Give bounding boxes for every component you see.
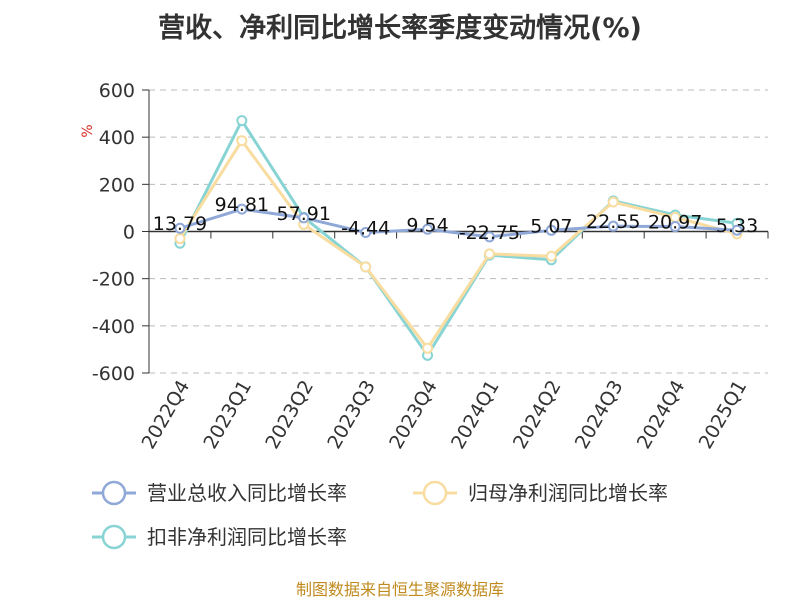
- legend-label: 归母净利润同比增长率: [468, 481, 668, 505]
- legend-marker: [101, 480, 127, 506]
- data-label: 9.54: [406, 214, 448, 236]
- data-point: [669, 221, 681, 233]
- x-tick-label: 2023Q3: [323, 377, 380, 453]
- data-point: [545, 250, 557, 262]
- data-point: [174, 233, 186, 245]
- series-line: [178, 119, 738, 357]
- y-tick-label: -400: [92, 316, 135, 338]
- legend-label: 营业总收入同比增长率: [147, 481, 347, 505]
- data-label: -4.44: [341, 218, 390, 240]
- y-tick-label: -200: [92, 269, 135, 291]
- y-tick-label: 200: [99, 174, 135, 196]
- data-point: [236, 115, 248, 127]
- x-tick-label: 2024Q1: [447, 377, 504, 453]
- y-unit-label: %: [80, 124, 96, 137]
- y-tick-label: 0: [123, 222, 135, 244]
- x-tick-label: 2024Q2: [509, 377, 566, 453]
- data-label: 22.55: [586, 211, 640, 233]
- data-point: [360, 227, 372, 239]
- data-point: [422, 223, 434, 235]
- legend-marker: [422, 480, 448, 506]
- data-point: [483, 248, 495, 260]
- series-line: [179, 207, 738, 239]
- chart-title: 营收、净利同比增长率季度变动情况(%): [158, 13, 642, 44]
- data-point: [607, 220, 619, 232]
- data-point: [422, 342, 434, 354]
- data-label: 13.79: [153, 213, 207, 235]
- x-tick-label: 2024Q4: [633, 377, 690, 453]
- y-tick-label: 400: [99, 127, 135, 149]
- data-label: -22.75: [459, 222, 520, 244]
- x-tick-label: 2024Q3: [571, 377, 628, 453]
- y-tick-label: -600: [92, 363, 135, 385]
- y-tick-label: 600: [99, 80, 135, 102]
- x-tick-label: 2022Q4: [138, 377, 195, 453]
- data-point: [298, 212, 310, 224]
- data-point: [545, 224, 557, 236]
- data-point: [360, 261, 372, 273]
- x-tick-label: 2023Q4: [385, 377, 442, 453]
- data-label: 5.33: [716, 215, 758, 237]
- series-line: [178, 139, 738, 350]
- data-label: 5.07: [530, 215, 572, 237]
- legend-label: 扣非净利润同比增长率: [147, 525, 347, 549]
- data-label: 57.91: [277, 203, 331, 225]
- data-label: 94.81: [215, 194, 269, 216]
- data-point: [607, 196, 619, 208]
- x-tick-label: 2023Q2: [261, 377, 318, 453]
- data-point: [236, 203, 248, 215]
- data-point: [174, 222, 186, 234]
- source-footer: 制图数据来自恒生聚源数据库: [295, 580, 504, 599]
- x-tick-label: 2023Q1: [199, 377, 256, 453]
- data-point: [483, 231, 495, 243]
- data-point: [731, 224, 743, 236]
- legend-marker: [101, 524, 127, 550]
- data-label: 20.97: [648, 212, 702, 234]
- x-tick-label: 2025Q1: [695, 377, 752, 453]
- data-point: [236, 135, 248, 147]
